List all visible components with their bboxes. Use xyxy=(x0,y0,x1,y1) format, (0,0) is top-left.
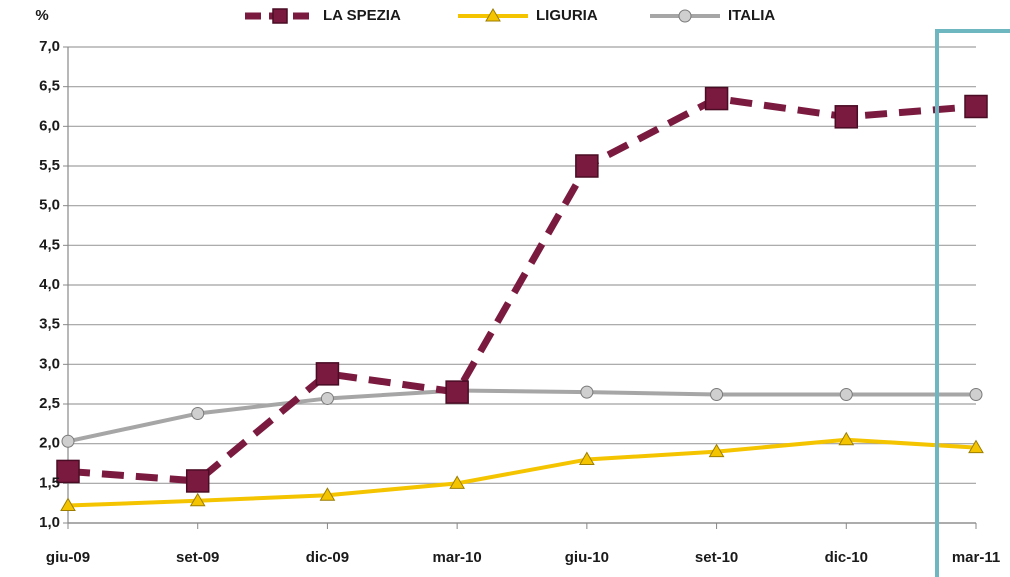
y-tick-label: 5,0 xyxy=(39,197,60,214)
marker xyxy=(834,105,859,129)
plot xyxy=(56,86,988,512)
marker xyxy=(185,469,210,493)
x-tick-label: giu-10 xyxy=(565,549,609,566)
marker xyxy=(445,380,469,404)
marker xyxy=(60,497,76,512)
x-tick-label: mar-11 xyxy=(952,549,1000,566)
marker xyxy=(189,492,206,507)
y-tick-label: 6,5 xyxy=(39,78,60,95)
x-tick-label: dic-10 xyxy=(825,549,868,566)
marker xyxy=(56,459,80,484)
marker xyxy=(61,434,75,448)
marker xyxy=(704,86,729,111)
x-tick-label: mar-10 xyxy=(433,549,482,566)
y-tick-label: 6,0 xyxy=(39,117,60,134)
y-tick-label: 3,0 xyxy=(39,355,60,372)
marker xyxy=(191,407,205,421)
marker xyxy=(315,362,340,386)
y-tick-label: 2,5 xyxy=(39,395,60,412)
y-tick-label: 5,5 xyxy=(39,157,60,174)
y-tick-label: 1,5 xyxy=(39,474,60,491)
marker xyxy=(580,385,594,399)
legend-label: LIGURIA xyxy=(536,7,598,24)
marker xyxy=(839,387,853,401)
marker xyxy=(319,487,336,501)
y-tick-label: 1,0 xyxy=(39,514,60,531)
legend-marker xyxy=(272,8,288,24)
y-tick-label: 4,0 xyxy=(39,276,60,293)
x-tick-label: set-09 xyxy=(176,549,219,566)
marker xyxy=(320,391,334,405)
marker xyxy=(838,431,855,446)
x-tick-label: dic-09 xyxy=(306,549,349,566)
marker xyxy=(969,387,983,401)
marker xyxy=(968,439,984,454)
line xyxy=(67,388,976,444)
line xyxy=(67,95,977,485)
series xyxy=(60,431,984,512)
legend-marker xyxy=(678,9,692,23)
series xyxy=(56,86,988,493)
marker xyxy=(710,387,724,401)
x-tick-label: set-10 xyxy=(695,549,738,566)
y-tick-label: 4,5 xyxy=(39,236,60,253)
legend-label: ITALIA xyxy=(728,7,775,24)
y-tick-label: 7,0 xyxy=(39,38,60,55)
marker xyxy=(575,154,599,178)
marker xyxy=(708,443,725,458)
y-tick-label: 2,0 xyxy=(39,435,60,452)
marker xyxy=(449,475,466,489)
y-tick-label: 3,5 xyxy=(39,316,60,333)
highlight-box xyxy=(935,29,1010,577)
x-tick-label: giu-09 xyxy=(46,549,90,566)
line xyxy=(67,437,977,508)
legend-label: LA SPEZIA xyxy=(323,7,401,24)
legend-marker xyxy=(485,8,501,22)
marker xyxy=(578,451,595,466)
marker xyxy=(964,94,988,119)
y-axis-label: % xyxy=(35,7,48,24)
